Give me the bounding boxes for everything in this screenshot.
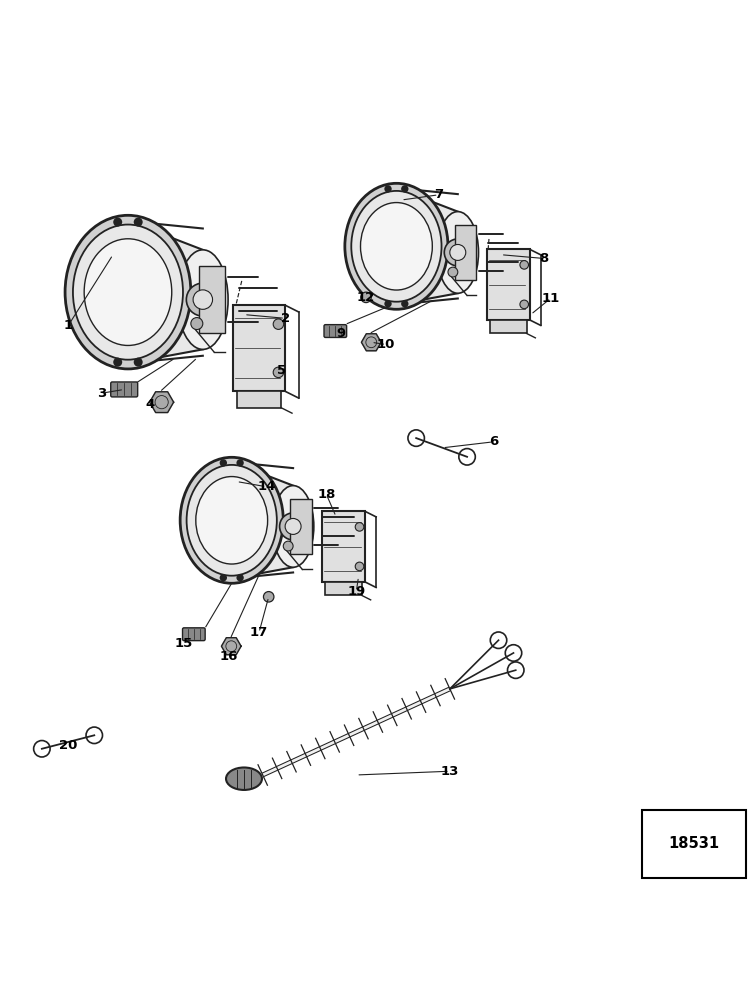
Polygon shape <box>221 638 241 654</box>
Ellipse shape <box>84 238 172 345</box>
FancyBboxPatch shape <box>232 305 285 391</box>
Text: 13: 13 <box>441 765 459 778</box>
Circle shape <box>113 218 122 227</box>
Circle shape <box>520 261 529 269</box>
Circle shape <box>113 358 122 367</box>
FancyBboxPatch shape <box>322 511 365 582</box>
Text: 5: 5 <box>277 364 286 378</box>
Text: 16: 16 <box>220 650 239 663</box>
Ellipse shape <box>272 486 314 567</box>
Text: 3: 3 <box>98 387 106 399</box>
Ellipse shape <box>187 465 277 576</box>
Circle shape <box>401 185 409 192</box>
Polygon shape <box>150 391 173 413</box>
Text: 2: 2 <box>280 312 290 325</box>
Text: 15: 15 <box>175 638 194 650</box>
Circle shape <box>285 518 301 535</box>
Circle shape <box>186 284 219 316</box>
Text: 10: 10 <box>377 338 395 351</box>
FancyBboxPatch shape <box>326 582 362 595</box>
Text: 18531: 18531 <box>668 837 719 852</box>
Text: 7: 7 <box>434 188 443 201</box>
Polygon shape <box>128 221 202 363</box>
Circle shape <box>280 513 307 540</box>
FancyBboxPatch shape <box>199 266 225 334</box>
Circle shape <box>450 244 466 260</box>
FancyBboxPatch shape <box>111 382 138 397</box>
Circle shape <box>384 185 392 192</box>
Circle shape <box>190 318 202 330</box>
Text: 17: 17 <box>250 626 268 640</box>
Circle shape <box>236 459 244 467</box>
Ellipse shape <box>361 202 432 290</box>
Ellipse shape <box>351 191 442 302</box>
Text: 18: 18 <box>317 488 335 500</box>
Text: 8: 8 <box>538 252 548 265</box>
Circle shape <box>401 300 409 307</box>
Circle shape <box>284 542 293 551</box>
Circle shape <box>220 459 227 467</box>
FancyBboxPatch shape <box>490 320 526 334</box>
Ellipse shape <box>437 212 479 293</box>
Ellipse shape <box>226 767 262 790</box>
Polygon shape <box>362 334 381 351</box>
Text: 1: 1 <box>64 319 73 333</box>
Circle shape <box>236 574 244 582</box>
Text: 14: 14 <box>257 481 276 493</box>
Ellipse shape <box>196 477 268 564</box>
Text: 9: 9 <box>337 327 346 339</box>
Circle shape <box>273 367 284 378</box>
Text: 19: 19 <box>347 585 365 598</box>
Ellipse shape <box>65 215 190 369</box>
FancyBboxPatch shape <box>487 249 530 320</box>
FancyBboxPatch shape <box>182 628 206 641</box>
Circle shape <box>444 239 471 266</box>
FancyBboxPatch shape <box>237 391 281 408</box>
FancyBboxPatch shape <box>324 325 346 337</box>
Text: 20: 20 <box>59 739 77 751</box>
Polygon shape <box>232 462 293 579</box>
FancyBboxPatch shape <box>290 498 311 554</box>
Circle shape <box>361 292 371 302</box>
Circle shape <box>356 562 364 571</box>
Circle shape <box>134 358 142 367</box>
Text: 6: 6 <box>489 436 498 448</box>
Circle shape <box>220 574 227 582</box>
Circle shape <box>193 289 212 309</box>
Circle shape <box>520 300 529 309</box>
Circle shape <box>273 319 284 330</box>
Text: 12: 12 <box>356 290 374 304</box>
Circle shape <box>134 218 142 227</box>
Text: 11: 11 <box>542 291 560 305</box>
Circle shape <box>263 592 274 602</box>
Ellipse shape <box>180 457 284 584</box>
Circle shape <box>448 267 458 277</box>
Circle shape <box>356 523 364 531</box>
Text: 4: 4 <box>146 398 155 411</box>
Polygon shape <box>397 188 458 305</box>
Ellipse shape <box>345 183 448 309</box>
Circle shape <box>384 300 392 307</box>
Ellipse shape <box>178 250 228 349</box>
FancyBboxPatch shape <box>454 225 476 280</box>
Ellipse shape <box>73 225 183 360</box>
